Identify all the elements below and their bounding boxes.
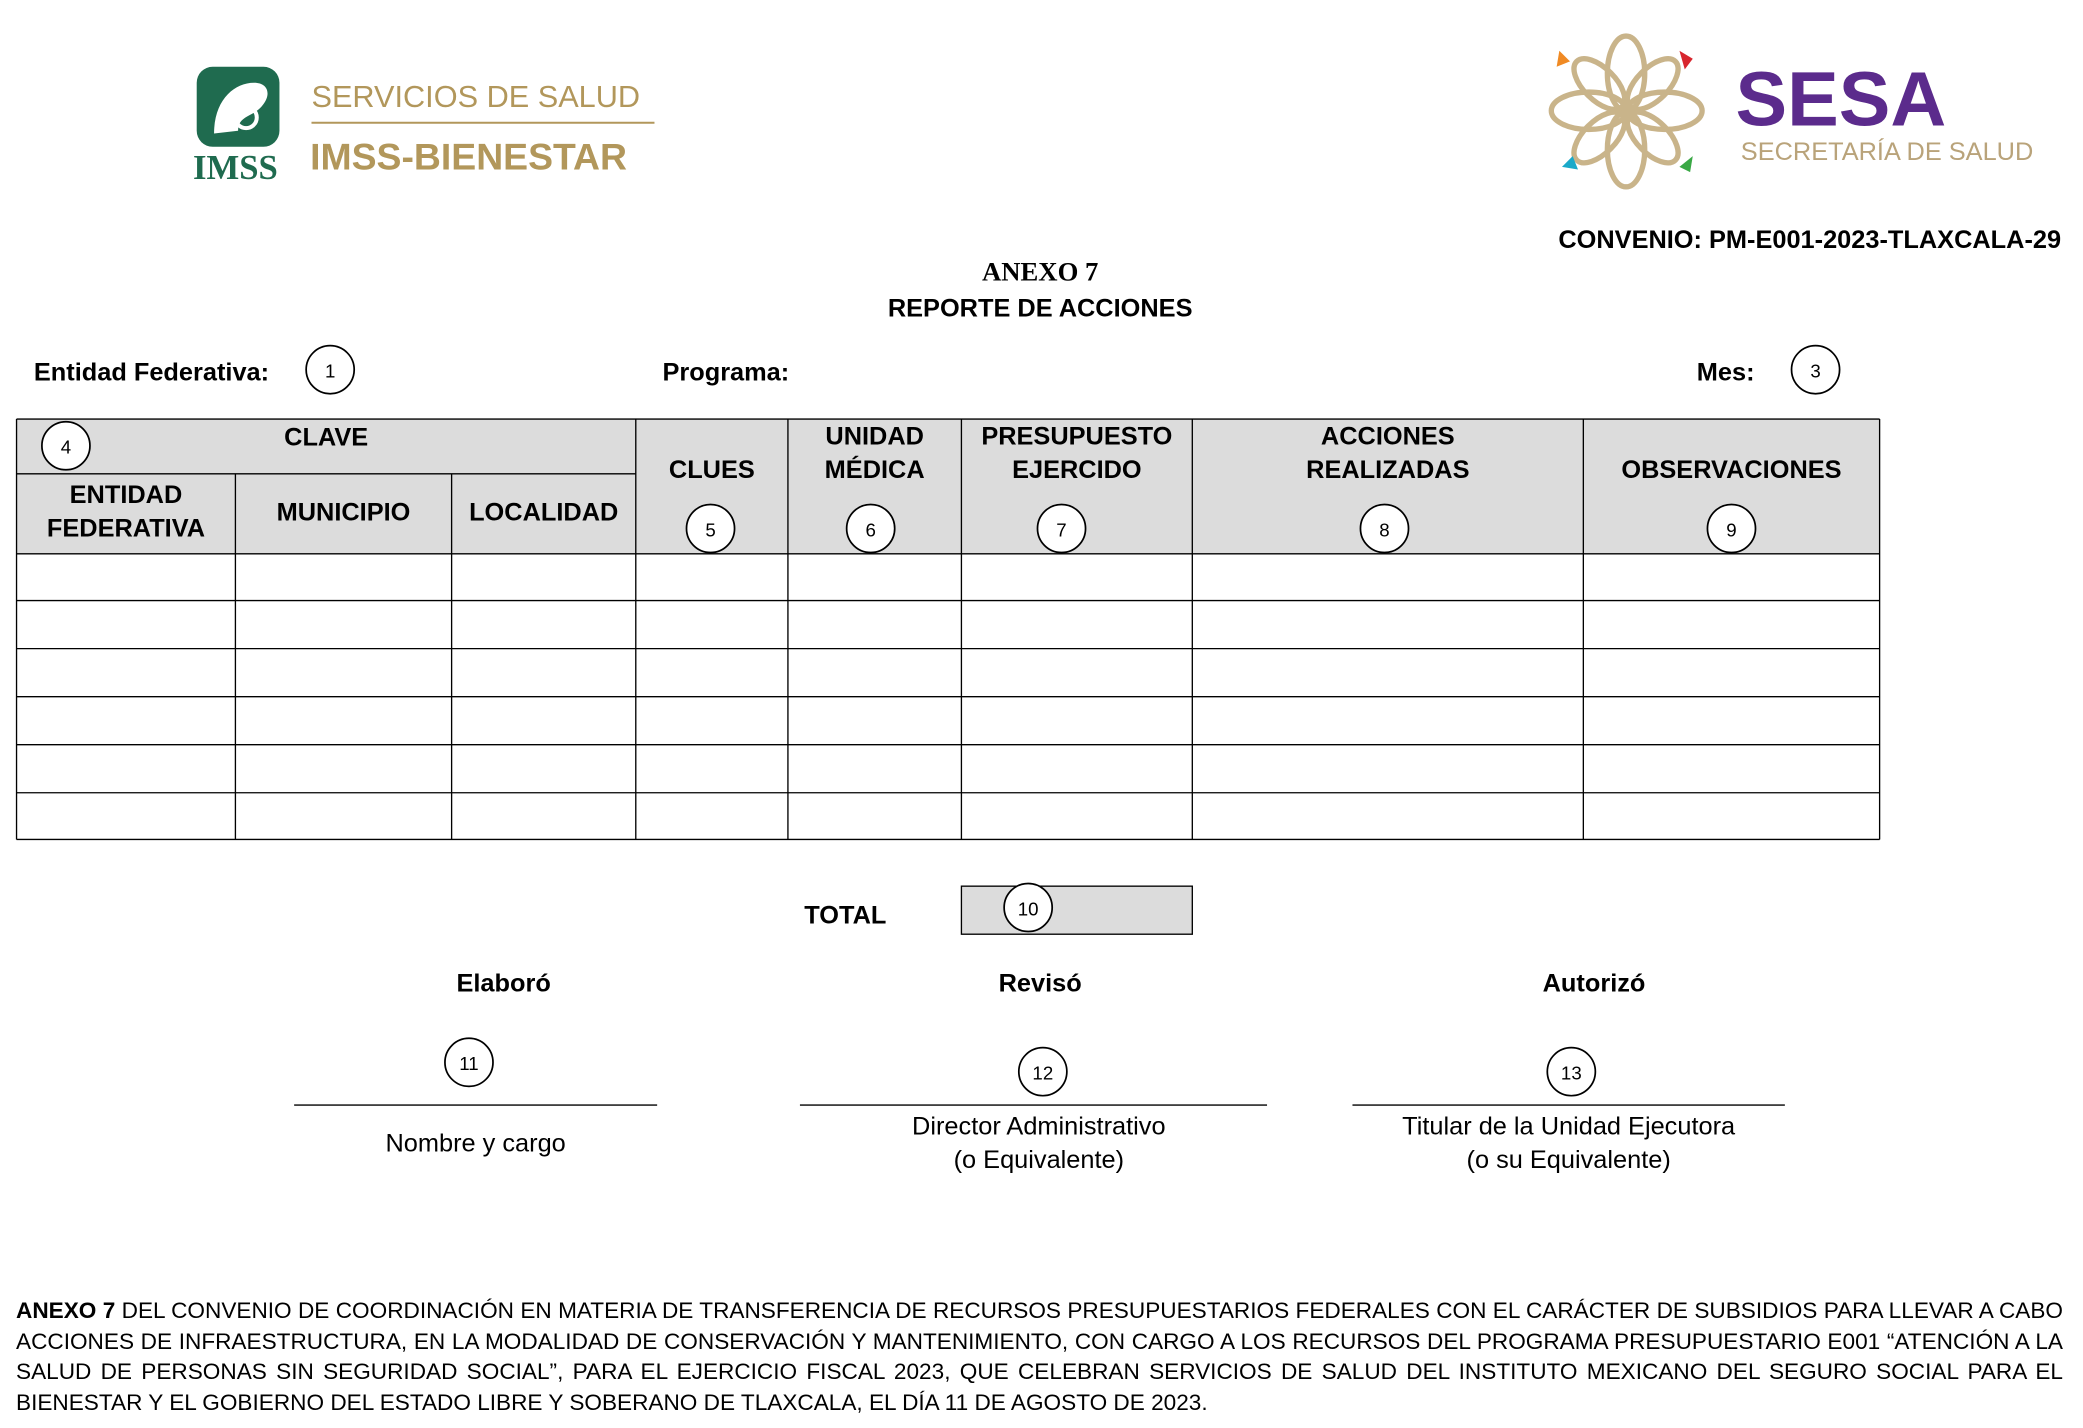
- footer-lead: ANEXO 7: [16, 1298, 116, 1323]
- column-header: FEDERATIVA: [47, 515, 205, 543]
- logo-line2: IMSS-BIENESTAR: [310, 135, 627, 177]
- marker-circle: [41, 420, 91, 471]
- marker-circle: [1546, 1046, 1597, 1097]
- column-header: REALIZADAS: [1306, 456, 1469, 484]
- marker: 7: [1056, 519, 1066, 540]
- marker: 9: [1726, 519, 1736, 540]
- column-header: UNIDAD: [825, 422, 924, 450]
- marker-circle: [305, 344, 356, 395]
- field-label: Programa:: [662, 358, 789, 386]
- column-headers: ENTIDAD FEDERATIVA MUNICIPIO LOCALIDAD CLUES…: [47, 422, 1842, 554]
- column-header: PRESUPUESTO: [981, 422, 1172, 450]
- convenio: CONVENIO: PM-E001-2023-TLAXCALA-29: [1558, 226, 2061, 254]
- logo-accent: [1556, 50, 1570, 67]
- marker: 12: [1032, 1063, 1053, 1084]
- marker: 3: [1810, 361, 1820, 382]
- signature-heading: Revisó: [999, 970, 1082, 998]
- signatures: Elaboró 11 Nombre y cargo Revisó 12 Director …: [294, 970, 1785, 1174]
- logo-accent: [1561, 156, 1579, 170]
- marker: 10: [1018, 898, 1039, 919]
- footer-note: ANEXO 7 DEL CONVENIO DE COORDINACIÓN EN …: [16, 1296, 2063, 1418]
- marker-circle: [1790, 344, 1841, 395]
- logo-sesa: SESA SECRETARÍA DE SALUD: [1548, 33, 2033, 190]
- logo-mark: IMSS: [193, 148, 278, 187]
- column-header: OBSERVACIONES: [1621, 456, 1841, 484]
- marker-circle: [1706, 503, 1757, 554]
- field-label: Mes:: [1697, 358, 1755, 386]
- field-label: Entidad Federativa:: [34, 358, 269, 386]
- signature-caption: (o su Equivalente): [1467, 1146, 1671, 1174]
- marker: 6: [865, 519, 875, 540]
- column-header: ENTIDAD: [70, 481, 183, 509]
- signature-heading: Elaboró: [456, 970, 550, 998]
- logo-accent: [1679, 156, 1693, 173]
- marker: 11: [459, 1053, 478, 1074]
- signature-caption: (o Equivalente): [954, 1146, 1124, 1174]
- logo-imss-bienestar: IMSS SERVICIOS DE SALUD IMSS-BIENESTAR: [193, 66, 655, 187]
- column-header: CLUES: [669, 456, 755, 484]
- marker-circle: [1017, 1046, 1068, 1097]
- report-title: REPORTE DE ACCIONES: [888, 294, 1193, 322]
- logo-flower: [1548, 33, 1705, 190]
- column-header: MUNICIPIO: [277, 498, 411, 526]
- column-header: EJERCIDO: [1012, 456, 1142, 484]
- table-grid: [15, 418, 1881, 841]
- column-header: ACCIONES: [1321, 422, 1455, 450]
- marker-circle: [1003, 882, 1054, 933]
- signature-heading: Autorizó: [1543, 970, 1646, 998]
- marker: 5: [705, 519, 715, 540]
- marker-circle: [1036, 503, 1087, 554]
- marker: 8: [1379, 519, 1389, 540]
- signature-caption: Nombre y cargo: [385, 1130, 565, 1158]
- column-header: LOCALIDAD: [469, 498, 618, 526]
- annex-title: ANEXO 7: [982, 256, 1098, 286]
- marker-circle: [685, 503, 736, 554]
- logo-emblem-detail: [233, 104, 259, 131]
- column-header: MÉDICA: [825, 455, 925, 484]
- total-box: [960, 885, 1193, 935]
- signature-caption: Titular de la Unidad Ejecutora: [1402, 1112, 1736, 1140]
- group-header: CLAVE: [284, 424, 368, 452]
- signature-caption: Director Administrativo: [912, 1112, 1166, 1140]
- marker-circle: [444, 1037, 494, 1088]
- table-header-bg: [16, 419, 1880, 554]
- marker: 1: [325, 361, 335, 382]
- footer-text: DEL CONVENIO DE COORDINACIÓN EN MATERIA …: [16, 1298, 2063, 1415]
- marker-circle: [1359, 503, 1410, 554]
- logo-subtitle: SECRETARÍA DE SALUD: [1741, 137, 2033, 166]
- marker-circle: [845, 503, 896, 554]
- logo-line1: SERVICIOS DE SALUD: [311, 79, 640, 114]
- logo-name: SESA: [1735, 56, 1946, 142]
- marker: 13: [1561, 1063, 1582, 1084]
- total-label: TOTAL: [804, 902, 886, 930]
- report-table: CLAVE 4 ENTIDAD FEDERATIVA MUNICIPIO LOCALI…: [15, 418, 1881, 841]
- marker: 4: [61, 437, 71, 458]
- logo-accent: [1679, 50, 1693, 70]
